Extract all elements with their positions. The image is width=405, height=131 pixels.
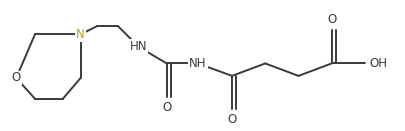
Text: NH: NH — [189, 57, 206, 70]
Text: OH: OH — [368, 57, 386, 70]
Text: O: O — [326, 13, 335, 26]
Text: O: O — [12, 71, 21, 84]
Text: O: O — [227, 113, 236, 126]
Text: O: O — [162, 101, 171, 114]
Text: N: N — [76, 28, 85, 41]
Text: HN: HN — [130, 40, 147, 53]
